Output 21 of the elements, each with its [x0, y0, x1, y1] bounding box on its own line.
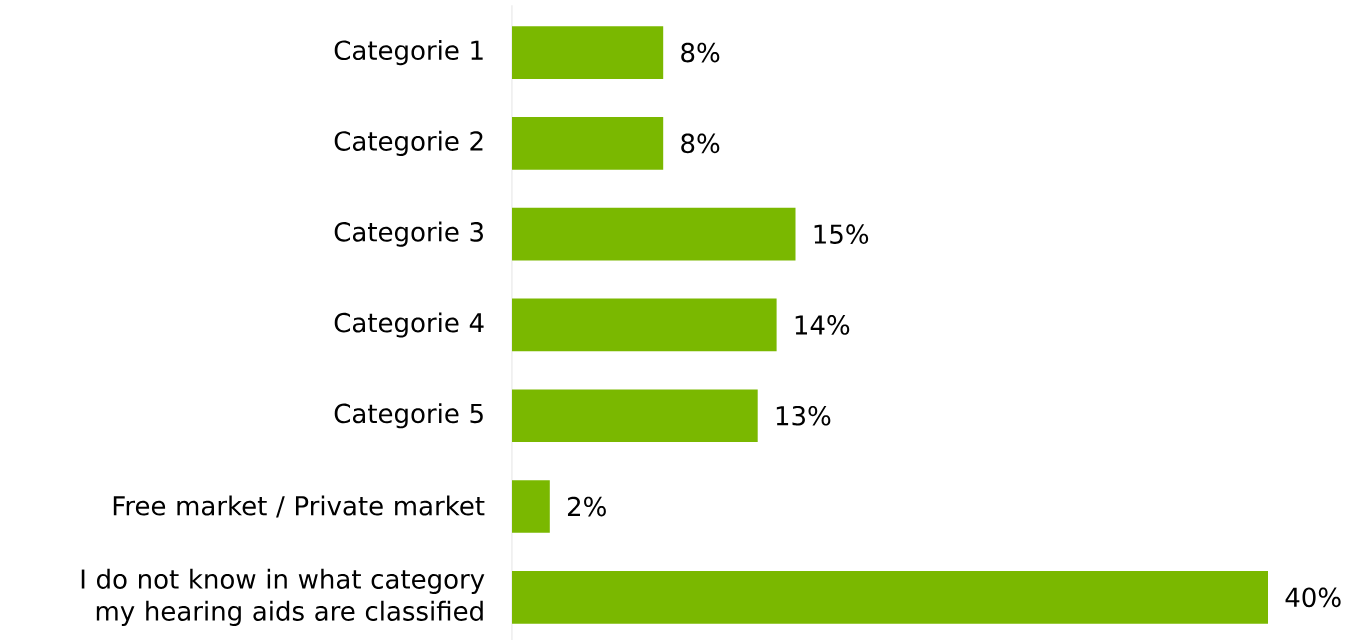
data-label: 40% — [1285, 587, 1341, 608]
data-label: 13% — [776, 405, 831, 426]
bar — [512, 207, 796, 261]
data-label: 2% — [567, 496, 606, 517]
bar — [512, 571, 1269, 624]
y-tick-label: Free market / Private market — [113, 495, 485, 518]
bar — [512, 298, 777, 352]
y-tick-label: Categorie 5 — [334, 403, 483, 429]
y-tick-label: Categorie 4 — [334, 312, 484, 338]
y-tick-label: I do not know in what category my hearing aids are classified — [81, 568, 485, 626]
data-label: 14% — [795, 315, 850, 335]
data-label: 8% — [681, 133, 720, 154]
bar — [512, 117, 664, 170]
data-label: 15% — [814, 224, 869, 244]
bar — [512, 26, 664, 79]
bar — [512, 389, 758, 443]
y-tick-label: Categorie 2 — [334, 130, 483, 156]
y-tick-label: Categorie 3 — [334, 221, 483, 247]
y-tick-label: Categorie 1 — [334, 39, 483, 66]
data-label: 8% — [681, 42, 720, 63]
bar — [512, 480, 550, 533]
